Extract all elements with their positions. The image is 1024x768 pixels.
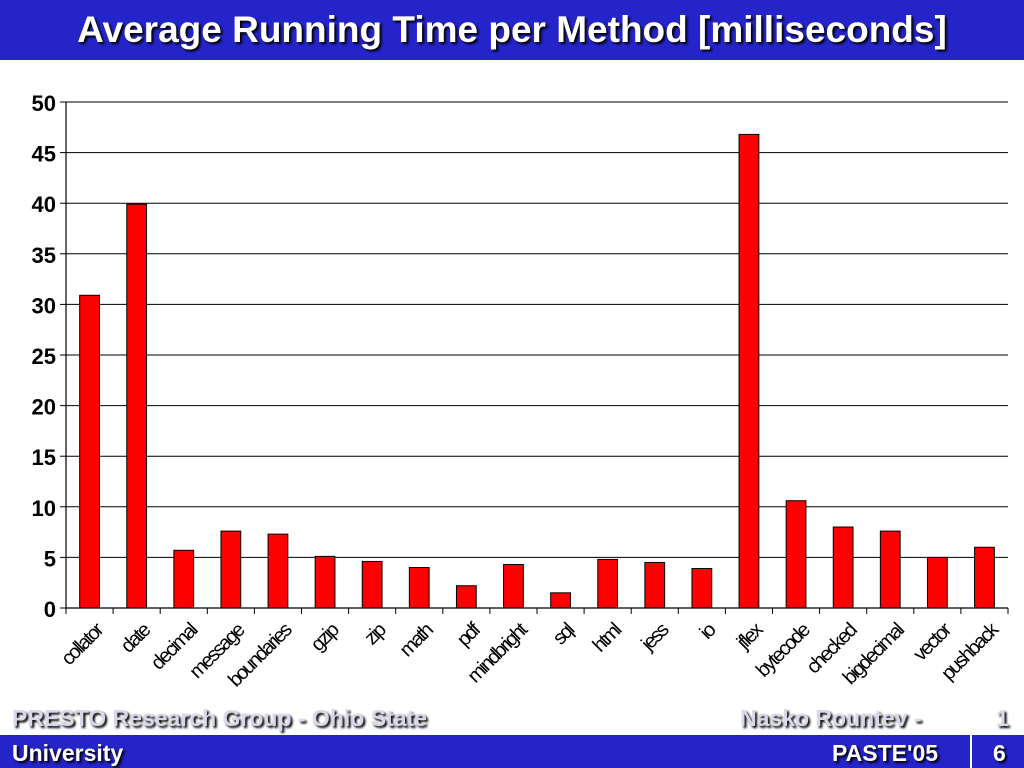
y-tick-label: 10 (32, 496, 56, 521)
footer-page-number-part1: 1 (996, 705, 1009, 731)
footer-conference: PASTE'05 (832, 740, 939, 766)
bar-sql (550, 592, 571, 609)
footer-author: Nasko Rountev - (740, 705, 922, 731)
x-tick-label: bytecode (752, 619, 815, 682)
bar-mindbright (503, 563, 524, 609)
footer-organization-line2: University (12, 740, 124, 766)
y-tick-label: 0 (44, 597, 56, 622)
axes (60, 101, 1009, 614)
slide-title: Average Running Time per Method [millise… (77, 9, 947, 50)
y-tick-label: 25 (32, 344, 56, 369)
y-tick-label: 30 (32, 293, 56, 318)
x-tick-label: io (696, 619, 721, 644)
x-tick-label: pdf (453, 618, 486, 651)
x-tick-label: math (395, 619, 437, 661)
bar-math (408, 567, 430, 609)
y-tick-label: 50 (32, 91, 56, 116)
bar-pdf (455, 585, 477, 609)
bar-jflex (738, 133, 760, 609)
x-tick-label: collator (57, 618, 108, 669)
x-tick-label: jflex (732, 619, 768, 655)
bar-checked (832, 526, 854, 609)
footer-organization-line1: PRESTO Research Group - Ohio State (12, 705, 427, 731)
x-tick-label: sql (549, 619, 579, 649)
title-bar (0, 0, 1024, 60)
bars (79, 133, 995, 609)
bar-html (597, 558, 619, 609)
y-tick-label: 15 (32, 445, 56, 470)
bar-chart: 0 5 10 15 20 25 30 35 40 45 50 collator datedecimal… (32, 91, 1009, 692)
gridlines (66, 101, 1008, 558)
bar-boundaries (267, 533, 289, 609)
bar-zip (361, 560, 383, 609)
bar-message (220, 530, 242, 609)
y-tick-label: 45 (32, 142, 56, 167)
x-tick-label: jess (637, 619, 674, 656)
bar-bytecode (785, 500, 807, 609)
bar-gzip (314, 555, 336, 609)
bar-jess (644, 561, 666, 609)
x-tick-label: zip (360, 619, 391, 650)
bar-io (691, 568, 713, 609)
y-tick-label: 40 (32, 192, 56, 217)
bar-date (126, 203, 148, 609)
y-tick-labels: 0 5 10 15 20 25 30 35 40 45 50 (32, 91, 56, 622)
y-tick-label: 5 (44, 546, 56, 571)
bar-decimal (173, 549, 195, 609)
footer-bar (0, 735, 1024, 768)
x-tick-label: html (589, 619, 627, 657)
y-tick-label: 35 (32, 243, 56, 268)
bar-bigdecimal (879, 530, 901, 609)
footer-page-number-part2: 6 (993, 740, 1006, 766)
bar-collator (79, 294, 100, 609)
footer-separator (970, 735, 972, 768)
x-tick-label: gzip (307, 619, 344, 656)
y-tick-label: 20 (32, 395, 56, 420)
bar-vector (926, 556, 948, 609)
x-tick-label: date (117, 619, 156, 658)
bar-pushback (974, 546, 995, 609)
